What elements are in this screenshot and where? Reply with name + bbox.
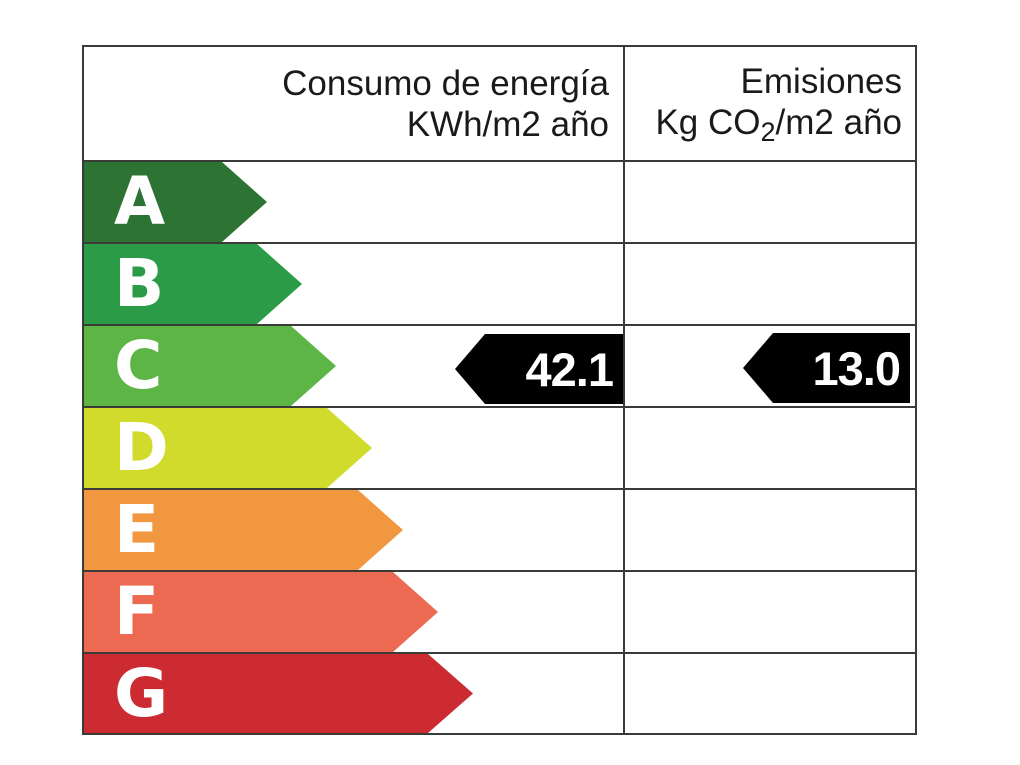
rating-letter-c: C — [114, 327, 164, 404]
rating-row-f: F — [84, 572, 623, 652]
rating-arrow-e: E — [84, 490, 403, 570]
header-consumption-units: KWh/m2 año — [406, 104, 609, 144]
rating-table: Consumo de energía KWh/m2 año Emisiones … — [82, 45, 917, 735]
rating-row-g: G — [84, 654, 623, 733]
rating-letter-b: B — [114, 245, 166, 322]
rating-arrow-b: B — [84, 244, 302, 324]
rating-arrow-a: A — [84, 162, 267, 242]
row-divider — [84, 652, 915, 654]
column-divider — [623, 47, 625, 733]
consumption-value-arrow: 42.1 — [455, 334, 623, 404]
co2-subscript: 2 — [760, 117, 776, 147]
header-emissions-units: Kg CO2/m2 año — [655, 103, 902, 147]
header-consumption-title: Consumo de energía — [282, 63, 609, 103]
header-consumption: Consumo de energía KWh/m2 año — [84, 47, 623, 160]
rating-letter-d: D — [114, 409, 170, 486]
rating-row-e: E — [84, 490, 623, 570]
emissions-value: 13.0 — [812, 341, 901, 395]
row-divider — [84, 324, 915, 326]
row-divider — [84, 160, 915, 162]
rating-row-b: B — [84, 244, 623, 324]
row-divider — [84, 488, 915, 490]
rating-row-d: D — [84, 408, 623, 488]
header-emissions: Emisiones Kg CO2/m2 año — [625, 47, 915, 160]
rating-letter-g: G — [114, 654, 170, 732]
emissions-value-arrow: 13.0 — [743, 333, 910, 403]
row-divider — [84, 242, 915, 244]
rating-arrow-f: F — [84, 572, 438, 652]
rating-row-c: C — [84, 326, 623, 406]
rating-row-a: A — [84, 162, 623, 242]
header-emissions-title: Emisiones — [740, 62, 902, 101]
row-divider — [84, 406, 915, 408]
rating-arrow-d: D — [84, 408, 372, 488]
row-divider — [84, 570, 915, 572]
rating-arrow-g: G — [84, 654, 473, 733]
consumption-value: 42.1 — [525, 342, 614, 396]
rating-letter-e: E — [114, 491, 161, 568]
rating-arrow-c: C — [84, 326, 336, 406]
rating-letter-a: A — [114, 163, 167, 240]
rating-letter-f: F — [114, 573, 161, 650]
